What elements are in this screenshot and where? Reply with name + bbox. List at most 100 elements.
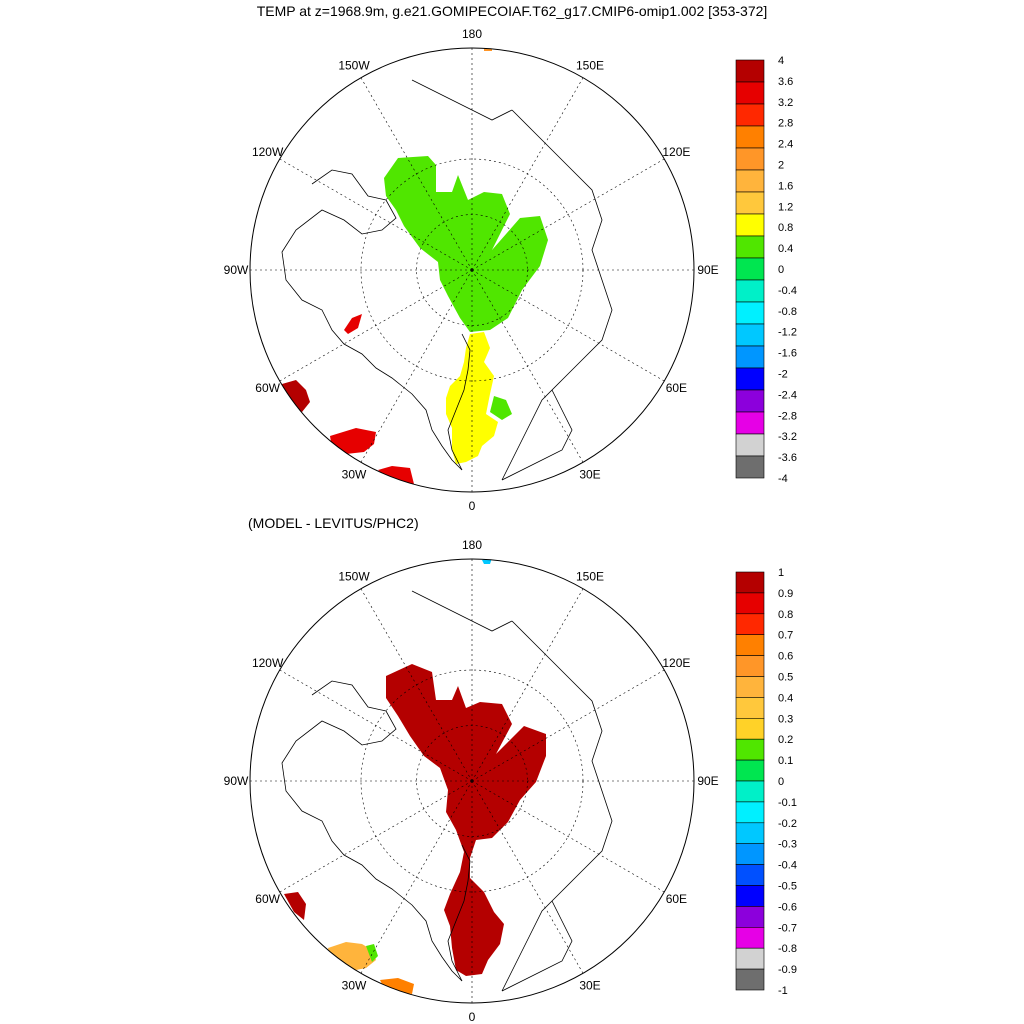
colorbar-swatch — [735, 947, 765, 970]
longitude-label: 90E — [697, 774, 718, 788]
colorbar-label: -0.6 — [778, 901, 797, 913]
colorbar-swatch — [735, 169, 765, 193]
colorbar-swatch — [735, 257, 765, 281]
colorbar-label: -1 — [778, 985, 788, 997]
colorbar-swatch — [735, 822, 765, 844]
longitude-label: 180 — [462, 27, 482, 41]
field-baffin-red-patch — [344, 314, 362, 334]
colorbar-label: 0.8 — [778, 609, 793, 621]
colorbar-label: -2.4 — [778, 389, 797, 401]
colorbar-label: 2 — [778, 160, 784, 172]
meridian-line — [471, 588, 584, 782]
longitude-label: 0 — [469, 499, 476, 513]
longitude-label: 120W — [252, 145, 284, 159]
colorbar-swatch — [735, 759, 765, 782]
coastline — [501, 389, 573, 481]
coastline — [411, 590, 513, 632]
colorbar-label: 2.4 — [778, 139, 793, 151]
field-fram-strait-yellow — [446, 332, 498, 464]
colorbar-label: -3.6 — [778, 452, 797, 464]
colorbar-swatch — [735, 864, 765, 886]
field-central-arctic-green — [384, 156, 548, 332]
longitude-label: 120E — [662, 145, 690, 159]
coastline — [501, 900, 573, 992]
field-labrador-red — [284, 892, 306, 920]
colorbar-label: 0.3 — [778, 713, 793, 725]
colorbar-label: -1.2 — [778, 327, 797, 339]
colorbar-label: -0.9 — [778, 964, 797, 976]
meridian-line — [471, 269, 665, 382]
colorbar-swatch — [735, 968, 765, 991]
colorbar-swatch — [735, 885, 765, 907]
coastline — [411, 79, 513, 121]
colorbar-swatch — [735, 213, 765, 237]
colorbar-label: -0.1 — [778, 797, 797, 809]
colorbar-label: 0.6 — [778, 651, 793, 663]
figure-title: TEMP at z=1968.9m, g.e21.GOMIPECOIAF.T62… — [257, 3, 768, 19]
map-boundary-circle — [249, 558, 695, 1004]
colorbar-label: 3.6 — [778, 76, 793, 88]
colorbar-label: -0.4 — [778, 860, 797, 872]
longitude-label: 120E — [662, 656, 690, 670]
colorbar-label: 0.4 — [778, 692, 793, 704]
field-irminger-green-edge — [366, 944, 378, 962]
field-iceland-orange — [380, 978, 414, 994]
colorbar-label: 0.9 — [778, 588, 793, 600]
meridian-line — [471, 669, 665, 782]
temperature-map-panel: 180 150E 120E 90E 60E 30E 0 30W 60W 90W 120W 150W — [224, 27, 719, 513]
colorbar-label: 0.8 — [778, 222, 793, 234]
colorbar-swatch — [735, 81, 765, 105]
colorbar-swatch — [735, 147, 765, 171]
colorbar-swatch — [735, 235, 765, 259]
longitude-label: 60W — [255, 892, 280, 906]
colorbar-swatch — [735, 843, 765, 865]
colorbar-swatch — [735, 801, 765, 824]
colorbar-label: 1.6 — [778, 180, 793, 192]
meridian-line — [471, 780, 665, 893]
colorbar-swatch — [735, 345, 765, 369]
coastline — [281, 169, 463, 471]
longitude-label: 90W — [224, 263, 249, 277]
colorbar-label: -0.8 — [778, 943, 797, 955]
longitude-label: 150E — [576, 570, 604, 584]
colorbar-swatch — [735, 592, 765, 615]
meridian-line — [279, 158, 473, 271]
longitude-label: 90W — [224, 774, 249, 788]
longitude-label: 60E — [666, 892, 687, 906]
coastline — [447, 844, 471, 982]
longitude-label: 60E — [666, 381, 687, 395]
longitude-label: 0 — [469, 1010, 476, 1024]
meridian-line — [471, 780, 584, 974]
colorbar-swatch — [735, 125, 765, 149]
coastline — [501, 109, 613, 481]
longitude-label: 150W — [338, 570, 370, 584]
colorbar-label: -0.5 — [778, 881, 797, 893]
colorbar-label: -0.2 — [778, 818, 797, 830]
longitude-label: 30E — [579, 467, 600, 481]
colorbar-label: 1.2 — [778, 201, 793, 213]
meridian-line — [471, 269, 584, 463]
colorbar-swatch — [735, 906, 765, 928]
colorbar-swatch — [735, 780, 765, 803]
colorbar-swatch — [735, 411, 765, 435]
meridian-line — [279, 269, 473, 382]
field-labrador-red — [282, 380, 310, 412]
colorbar-label: 4 — [778, 55, 784, 67]
colorbar-swatch — [735, 738, 765, 761]
colorbar-label: -0.8 — [778, 306, 797, 318]
colorbar-label: -4 — [778, 473, 788, 485]
longitude-label: 90E — [697, 263, 718, 277]
colorbar-swatch — [735, 697, 765, 719]
colorbar-swatch — [735, 634, 765, 656]
colorbar-label: 1 — [778, 567, 784, 579]
meridian-line — [360, 588, 473, 782]
colorbar-label: -0.4 — [778, 285, 797, 297]
colorbar-label: -2 — [778, 369, 788, 381]
longitude-label: 150E — [576, 59, 604, 73]
temperature-colorbar: 4 3.6 3.2 2.8 2.4 2 1.6 1.2 0.8 0.4 0 -0.4 -0.8 -1.2 -… — [735, 55, 797, 485]
longitude-label: 30W — [342, 978, 367, 992]
meridian-line — [471, 158, 665, 271]
coastline — [501, 620, 613, 992]
meridian-line — [360, 77, 473, 271]
